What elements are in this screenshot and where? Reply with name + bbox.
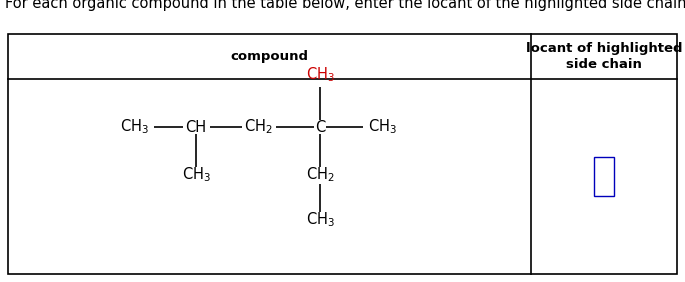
Text: CH$_3$: CH$_3$ <box>182 166 210 184</box>
Text: For each organic compound in the table below, enter the locant of the highlighte: For each organic compound in the table b… <box>5 0 685 11</box>
Bar <box>593 157 614 196</box>
Text: CH$_3$: CH$_3$ <box>306 211 334 229</box>
Text: C: C <box>315 120 325 135</box>
Text: compound: compound <box>231 50 308 63</box>
Text: CH$_3$: CH$_3$ <box>119 118 149 136</box>
Bar <box>8 34 677 274</box>
Text: CH$_2$: CH$_2$ <box>244 118 273 136</box>
Text: CH$_3$: CH$_3$ <box>368 118 397 136</box>
Text: locant of highlighted
side chain: locant of highlighted side chain <box>525 42 682 71</box>
Text: CH$_3$: CH$_3$ <box>306 66 334 84</box>
Text: CH: CH <box>186 120 207 135</box>
Text: CH$_2$: CH$_2$ <box>306 166 334 184</box>
